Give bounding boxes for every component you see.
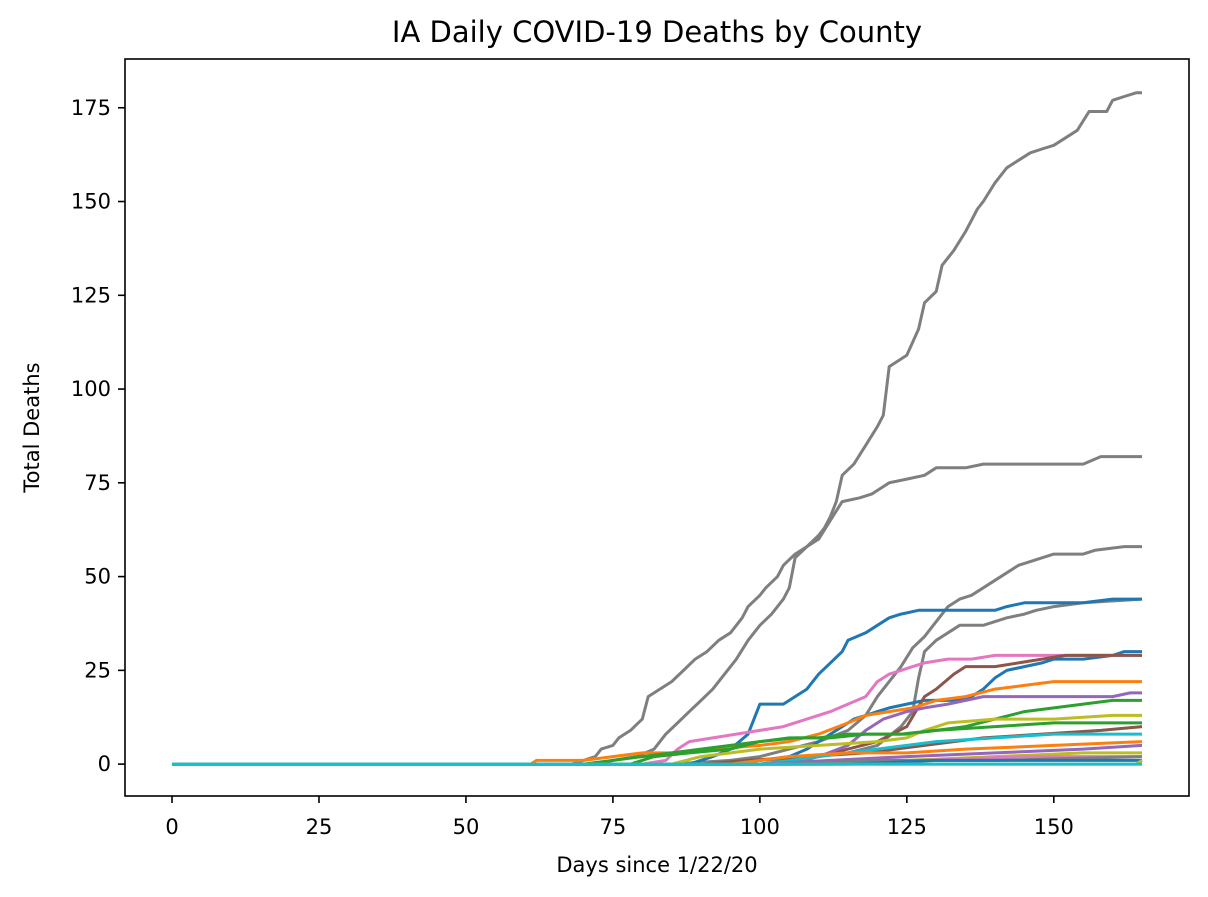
plot-border xyxy=(124,58,1190,797)
x-tick-label: 150 xyxy=(1034,815,1074,839)
series-line-14 xyxy=(172,725,1143,766)
x-tick-label: 125 xyxy=(887,815,927,839)
y-tick-label: 75 xyxy=(84,471,111,495)
y-tick-label: 175 xyxy=(71,96,111,120)
series-lines-group xyxy=(172,91,1143,766)
series-line-1 xyxy=(172,91,1142,766)
series-line-4 xyxy=(172,597,1143,766)
series-line-10 xyxy=(172,691,1142,766)
x-tick-label: 50 xyxy=(453,815,480,839)
x-tick-label: 25 xyxy=(306,815,333,839)
x-tick-label: 100 xyxy=(740,815,780,839)
y-tick-label: 125 xyxy=(71,283,111,307)
series-line-2 xyxy=(172,455,1142,766)
y-tick-label: 100 xyxy=(71,377,111,401)
axes-frame xyxy=(124,58,1190,797)
x-axis-ticks: 0 25 50 75 100 125 150 xyxy=(165,796,1074,839)
series-line-7 xyxy=(172,653,1142,766)
y-tick-label: 50 xyxy=(84,565,111,589)
x-tick-label: 0 xyxy=(165,815,178,839)
x-tick-label: 75 xyxy=(600,815,627,839)
series-line-13 xyxy=(172,721,1142,766)
x-axis-label: Days since 1/22/20 xyxy=(556,853,757,877)
chart-title: IA Daily COVID-19 Deaths by County xyxy=(392,15,922,49)
y-tick-label: 25 xyxy=(84,658,111,682)
y-axis-label: Total Deaths xyxy=(20,362,44,493)
y-tick-label: 150 xyxy=(71,190,111,214)
series-line-11 xyxy=(172,698,1142,766)
y-axis-ticks: 0 25 50 75 100 125 150 175 xyxy=(71,96,125,776)
y-tick-label: 0 xyxy=(98,752,111,776)
series-line-5 xyxy=(172,597,1142,766)
series-line-12 xyxy=(172,713,1142,766)
